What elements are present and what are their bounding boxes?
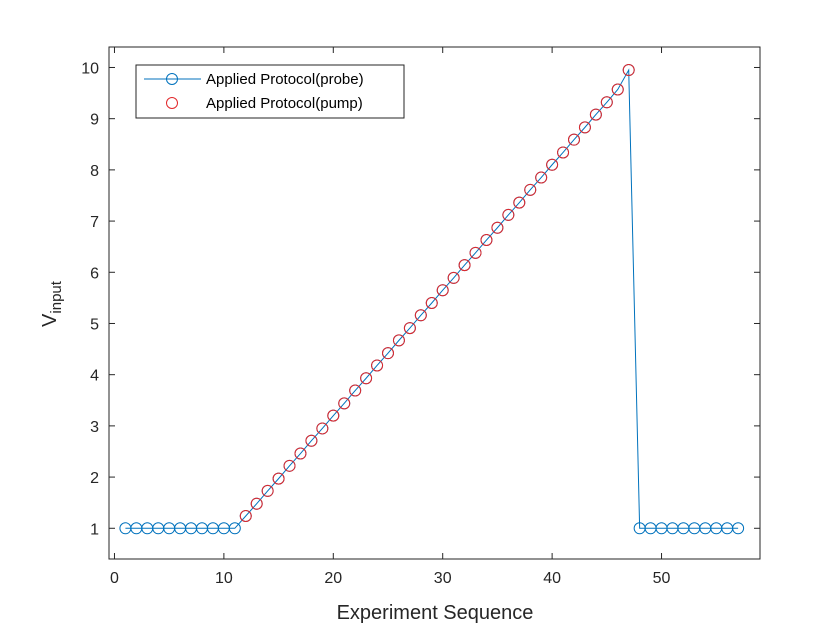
- x-tick-label: 20: [324, 570, 342, 587]
- x-axis-label: Experiment Sequence: [337, 602, 534, 624]
- y-tick-label: 6: [90, 265, 99, 282]
- y-tick-label: 10: [81, 60, 99, 77]
- y-tick-label: 3: [90, 419, 99, 436]
- legend-pump-label: Applied Protocol(pump): [206, 95, 363, 112]
- x-tick-label: 30: [434, 570, 452, 587]
- y-tick-label: 1: [90, 521, 99, 538]
- x-tick-label: 0: [110, 570, 119, 587]
- y-tick-label: 5: [90, 316, 99, 333]
- y-tick-label: 4: [90, 368, 99, 385]
- y-axis-label-main: V: [39, 313, 61, 327]
- legend-probe-label: Applied Protocol(probe): [206, 71, 364, 88]
- legend: Applied Protocol(probe) Applied Protocol…: [136, 65, 404, 118]
- y-tick-label: 7: [90, 214, 99, 231]
- x-tick-label: 40: [543, 570, 561, 587]
- plot-area: [109, 47, 760, 559]
- x-tick-label: 10: [215, 570, 233, 587]
- y-tick-label: 2: [90, 470, 99, 487]
- y-tick-label: 9: [90, 112, 99, 129]
- y-tick-label: 8: [90, 163, 99, 180]
- y-axis-label-subscript: input: [48, 280, 65, 313]
- x-tick-label: 50: [653, 570, 671, 587]
- y-axis-label: Vinput: [39, 280, 65, 327]
